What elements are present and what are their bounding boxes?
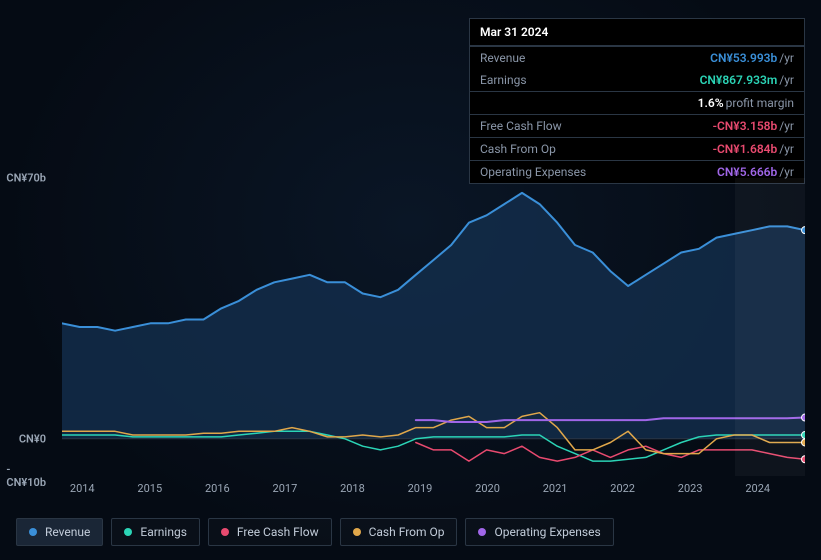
x-label: 2019 (408, 482, 433, 495)
swatch-icon (124, 528, 132, 536)
x-label: 2024 (745, 482, 770, 495)
swatch-icon (353, 528, 361, 536)
legend-fcf[interactable]: Free Cash Flow (208, 518, 332, 546)
tooltip-label: Revenue (480, 51, 710, 65)
tooltip-value: -CN¥3.158b (713, 119, 778, 133)
legend-label: Free Cash Flow (237, 525, 319, 539)
tooltip-label: Earnings (480, 73, 700, 87)
legend-label: Operating Expenses (494, 525, 600, 539)
y-label: CN¥0 (19, 433, 46, 446)
legend-label: Cash From Op (369, 525, 445, 539)
swatch-icon (478, 528, 486, 536)
x-label: 2021 (543, 482, 568, 495)
x-label: 2016 (205, 482, 230, 495)
tooltip-row: Free Cash Flow-CN¥3.158b /yr (470, 114, 804, 137)
tooltip-row: EarningsCN¥867.933m /yr (470, 69, 804, 91)
legend: Revenue Earnings Free Cash Flow Cash From O… (16, 518, 614, 546)
chart-area: CN¥70bCN¥0-CN¥10b 2014201520162017201820… (16, 160, 805, 478)
tooltip-unit: /yr (779, 51, 794, 65)
y-label: -CN¥10b (6, 463, 46, 489)
tooltip-label: Cash From Op (480, 142, 713, 156)
tooltip-row: 1.6% profit margin (470, 91, 804, 114)
plot[interactable] (62, 178, 805, 476)
tooltip-label (480, 96, 698, 110)
plot-svg (62, 178, 805, 476)
tooltip-row: RevenueCN¥53.993b /yr (470, 46, 804, 69)
tooltip-row: Cash From Op-CN¥1.684b /yr (470, 137, 804, 160)
y-label: CN¥70b (6, 172, 46, 185)
x-label: 2020 (475, 482, 500, 495)
tooltip-unit: /yr (779, 142, 794, 156)
legend-label: Revenue (45, 525, 90, 539)
x-label: 2023 (678, 482, 703, 495)
tooltip-date: Mar 31 2024 (470, 19, 804, 46)
tooltip-value: 1.6% (698, 96, 724, 110)
legend-revenue[interactable]: Revenue (16, 518, 103, 546)
legend-cash_op[interactable]: Cash From Op (340, 518, 458, 546)
swatch-icon (29, 528, 37, 536)
tooltip-value: CN¥867.933m (700, 73, 778, 87)
future-band (735, 178, 805, 476)
legend-label: Earnings (140, 525, 187, 539)
x-label: 2015 (137, 482, 162, 495)
x-label: 2018 (340, 482, 365, 495)
x-label: 2014 (70, 482, 95, 495)
tooltip-unit: /yr (779, 73, 794, 87)
swatch-icon (221, 528, 229, 536)
tooltip-label: Free Cash Flow (480, 119, 713, 133)
tooltip-unit: profit margin (726, 96, 794, 110)
tooltip-unit: /yr (779, 119, 794, 133)
tooltip-value: -CN¥1.684b (713, 142, 778, 156)
legend-earnings[interactable]: Earnings (111, 518, 200, 546)
tooltip-value: CN¥53.993b (710, 51, 777, 65)
x-label: 2017 (273, 482, 298, 495)
x-label: 2022 (610, 482, 635, 495)
x-axis-labels: 2014 2015 2016 2017 2018 2019 2020 2021 2022 2023… (62, 482, 805, 498)
legend-opex[interactable]: Operating Expenses (465, 518, 613, 546)
